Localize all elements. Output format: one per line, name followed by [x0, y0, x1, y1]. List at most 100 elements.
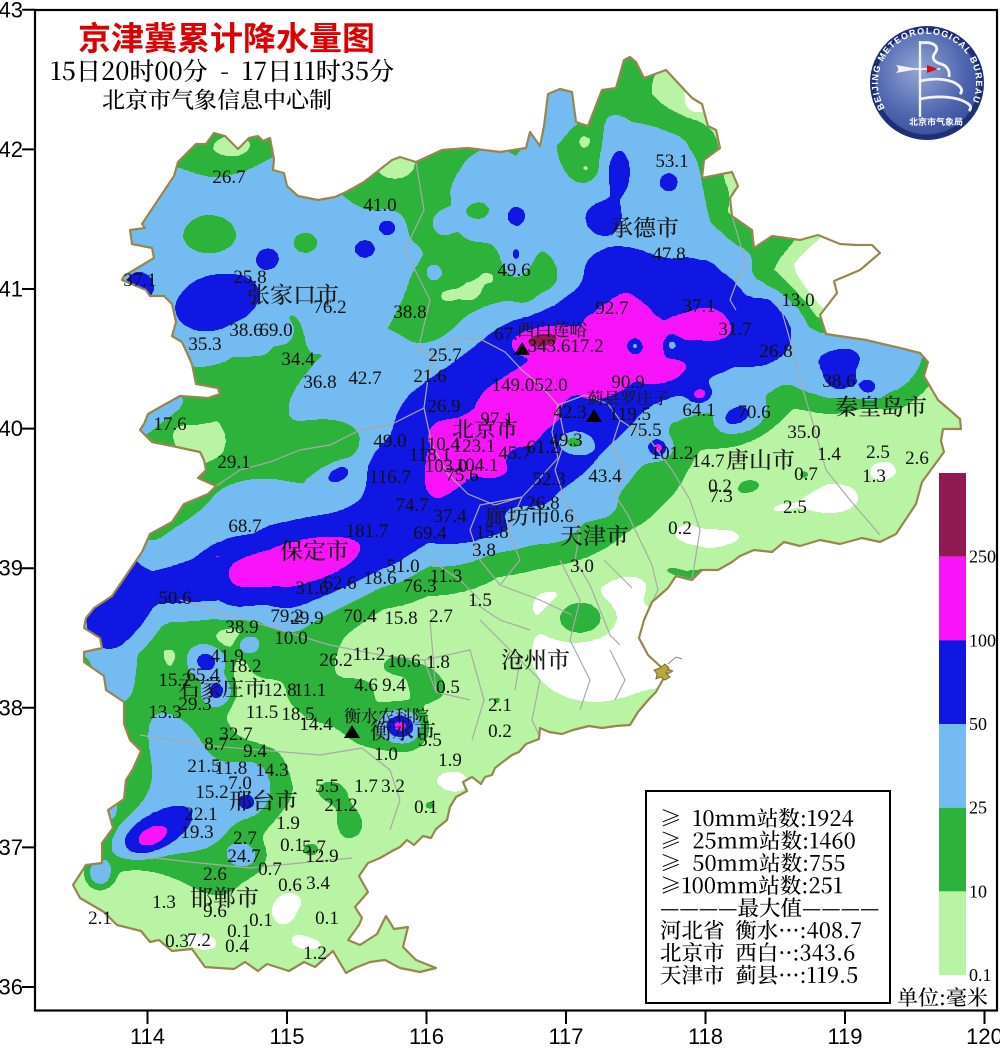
svg-text:0.7: 0.7 — [258, 859, 282, 880]
svg-text:1.4: 1.4 — [817, 444, 841, 465]
svg-text:4.6: 4.6 — [354, 675, 378, 696]
svg-text:9.4: 9.4 — [382, 675, 406, 696]
svg-text:3.4: 3.4 — [306, 873, 330, 894]
svg-text:69.4: 69.4 — [413, 523, 447, 544]
svg-text:62.6: 62.6 — [323, 573, 356, 594]
svg-text:5.7: 5.7 — [302, 837, 326, 858]
svg-text:92.7: 92.7 — [595, 298, 628, 319]
svg-text:7.3: 7.3 — [709, 486, 733, 507]
svg-text:1.9: 1.9 — [438, 750, 462, 771]
svg-text:17.2: 17.2 — [570, 336, 603, 357]
svg-text:45.7: 45.7 — [498, 443, 531, 464]
svg-text:114: 114 — [130, 1024, 165, 1048]
svg-text:21.2: 21.2 — [324, 795, 357, 816]
svg-text:119.5: 119.5 — [609, 404, 651, 425]
svg-text:70.4: 70.4 — [343, 606, 377, 627]
svg-text:0.1: 0.1 — [249, 910, 273, 931]
svg-text:104.1: 104.1 — [456, 455, 499, 476]
svg-text:11.5: 11.5 — [246, 702, 279, 723]
svg-text:50.6: 50.6 — [158, 588, 191, 609]
svg-text:0.2: 0.2 — [488, 721, 512, 742]
svg-text:117: 117 — [548, 1024, 583, 1048]
svg-text:26.2: 26.2 — [319, 650, 352, 671]
svg-text:43: 43 — [0, 0, 23, 22]
svg-text:26.8: 26.8 — [526, 493, 559, 514]
svg-text:41: 41 — [0, 277, 23, 302]
svg-text:79.2: 79.2 — [270, 606, 303, 627]
svg-text:64.1: 64.1 — [682, 400, 715, 421]
svg-text:37.1: 37.1 — [123, 270, 156, 291]
svg-text:2.1: 2.1 — [488, 695, 512, 716]
svg-text:120: 120 — [966, 1024, 1000, 1048]
svg-text:10: 10 — [969, 881, 987, 901]
svg-text:25.7: 25.7 — [428, 345, 461, 366]
svg-text:343.6: 343.6 — [528, 336, 571, 357]
svg-text:43.4: 43.4 — [588, 466, 622, 487]
svg-text:31.7: 31.7 — [718, 319, 751, 340]
svg-text:49.3: 49.3 — [549, 430, 582, 451]
svg-text:17.6: 17.6 — [153, 414, 186, 435]
svg-text:13.3: 13.3 — [148, 702, 181, 723]
svg-text:42.3: 42.3 — [553, 402, 586, 423]
svg-text:37.1: 37.1 — [682, 296, 715, 317]
svg-text:41.0: 41.0 — [363, 195, 396, 216]
svg-text:110.4: 110.4 — [418, 434, 461, 455]
svg-text:38.9: 38.9 — [225, 617, 258, 638]
svg-text:90.9: 90.9 — [611, 372, 644, 393]
svg-text:0.1: 0.1 — [969, 965, 992, 985]
svg-text:22.1: 22.1 — [184, 804, 217, 825]
svg-text:149.0: 149.0 — [492, 375, 535, 396]
svg-text:11.1: 11.1 — [294, 680, 327, 701]
svg-text:18.2: 18.2 — [228, 656, 261, 677]
svg-text:38.6: 38.6 — [822, 371, 855, 392]
svg-text:26.8: 26.8 — [759, 341, 792, 362]
svg-text:1.8: 1.8 — [426, 652, 450, 673]
svg-text:40: 40 — [0, 416, 23, 441]
svg-text:75.6: 75.6 — [445, 465, 478, 486]
svg-text:34.4: 34.4 — [281, 349, 315, 370]
svg-text:0.1: 0.1 — [280, 835, 304, 856]
svg-text:9.6: 9.6 — [203, 901, 227, 922]
svg-text:3.0: 3.0 — [570, 556, 594, 577]
svg-text:15.8: 15.8 — [384, 608, 417, 629]
svg-text:67.: 67. — [494, 324, 518, 345]
svg-text:2.7: 2.7 — [429, 606, 453, 627]
svg-text:14.4: 14.4 — [299, 714, 333, 735]
svg-text:52.3: 52.3 — [532, 469, 565, 490]
svg-text:116.7: 116.7 — [369, 467, 411, 488]
svg-text:68.7: 68.7 — [228, 516, 261, 537]
svg-text:18.6: 18.6 — [363, 568, 396, 589]
svg-text:0.4: 0.4 — [225, 936, 249, 957]
svg-text:119: 119 — [827, 1024, 862, 1048]
svg-text:76.2: 76.2 — [313, 297, 346, 318]
svg-text:76.3: 76.3 — [403, 576, 436, 597]
svg-text:97.1: 97.1 — [480, 409, 513, 430]
svg-text:41.9: 41.9 — [210, 646, 243, 667]
svg-text:2.5: 2.5 — [783, 497, 807, 518]
svg-text:38.6: 38.6 — [229, 320, 262, 341]
svg-text:3.8: 3.8 — [472, 540, 496, 561]
svg-text:74.7: 74.7 — [395, 495, 428, 516]
svg-text:1.7: 1.7 — [354, 776, 378, 797]
svg-text:10.0: 10.0 — [274, 628, 307, 649]
svg-text:36: 36 — [0, 975, 23, 1000]
svg-text:13.0: 13.0 — [781, 290, 814, 311]
svg-text:118: 118 — [688, 1024, 723, 1048]
svg-text:2.1: 2.1 — [88, 908, 112, 929]
svg-text:3.2: 3.2 — [381, 776, 405, 797]
svg-text:0.2: 0.2 — [668, 518, 692, 539]
svg-text:11.8: 11.8 — [215, 758, 248, 779]
svg-text:100: 100 — [969, 630, 996, 650]
svg-text:10.6: 10.6 — [387, 651, 420, 672]
svg-text:1.0: 1.0 — [374, 744, 398, 765]
svg-text:1.5: 1.5 — [468, 590, 492, 611]
svg-text:2.6: 2.6 — [905, 448, 929, 469]
svg-text:1.2: 1.2 — [303, 943, 327, 964]
svg-text:1.9: 1.9 — [276, 813, 300, 834]
svg-text:50: 50 — [969, 714, 987, 734]
svg-text:15.2: 15.2 — [195, 782, 228, 803]
svg-text:2.6: 2.6 — [203, 864, 227, 885]
svg-text:69.0: 69.0 — [259, 320, 292, 341]
svg-text:29.9: 29.9 — [290, 608, 323, 629]
svg-text:75.5: 75.5 — [628, 420, 661, 441]
